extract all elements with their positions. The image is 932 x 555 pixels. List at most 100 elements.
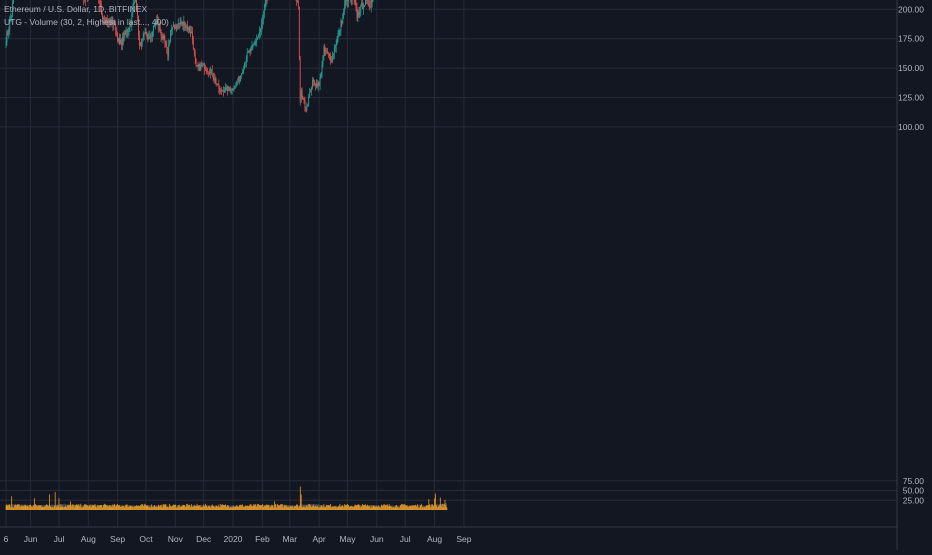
volume-bar (242, 504, 243, 510)
volume-bar (175, 505, 176, 510)
volume-bar (219, 504, 220, 510)
volume-bar (231, 507, 232, 510)
x-tick-label: Mar (282, 534, 297, 544)
candle-body (213, 75, 214, 78)
volume-bar (108, 507, 109, 510)
volume-bar (444, 504, 445, 510)
volume-bar (66, 507, 67, 510)
volume-bar (103, 505, 104, 510)
candle-body (303, 97, 304, 100)
volume-bar (369, 506, 370, 510)
candle-body (201, 65, 202, 70)
candle-body (205, 70, 206, 71)
candle-body (330, 56, 331, 60)
candle-body (125, 33, 126, 34)
candle-body (237, 81, 238, 82)
candle-body (188, 27, 189, 30)
candle-body (208, 72, 209, 73)
volume-bar (190, 507, 191, 510)
volume-bar (130, 505, 131, 510)
volume-bar (220, 504, 221, 510)
volume-bar (348, 505, 349, 510)
volume-bar (290, 506, 291, 510)
candle-body (297, 1, 298, 2)
volume-bar (360, 508, 361, 510)
volume-bar (202, 507, 203, 510)
candle-body (337, 38, 338, 44)
y-tick-label: 50.00 (903, 486, 925, 496)
volume-bar (123, 506, 124, 510)
volume-bar (169, 504, 170, 510)
candle-body (366, 0, 367, 1)
indicator-legend[interactable]: UTG - Volume (30, 2, Highest in last...,… (4, 17, 169, 27)
volume-bar (86, 505, 87, 510)
volume-bar (62, 507, 63, 511)
volume-bar (235, 507, 236, 510)
volume-bar (384, 504, 385, 510)
candle-body (308, 97, 309, 104)
volume-bar (351, 506, 352, 510)
candle-body (167, 48, 168, 56)
volume-bar (254, 505, 255, 510)
candle-body (179, 23, 180, 24)
volume-bar (179, 505, 180, 510)
candle-body (371, 4, 372, 8)
candle-body (164, 36, 165, 39)
volume-bar (340, 504, 341, 510)
candle-body (335, 48, 336, 49)
volume-bar (314, 507, 315, 510)
candle-body (204, 64, 205, 70)
volume-bar (390, 506, 391, 510)
volume-bar (199, 506, 200, 511)
volume-bar (18, 504, 19, 510)
candle-body (169, 41, 170, 45)
volume-bar (385, 505, 386, 510)
candle-body (124, 33, 125, 40)
candle-body (345, 1, 346, 4)
volume-bar (105, 504, 106, 510)
volume-bar (152, 507, 153, 510)
volume-bar (378, 506, 379, 510)
volume-bar (398, 508, 399, 510)
volume-bar (362, 504, 363, 510)
volume-bar (19, 505, 20, 511)
volume-bar (102, 508, 103, 511)
volume-bar (98, 506, 99, 510)
volume-bar (33, 505, 34, 510)
volume-bar (323, 508, 324, 511)
candle-body (301, 90, 302, 103)
volume-bar (310, 506, 311, 511)
volume-bar (23, 506, 24, 510)
volume-bar (109, 505, 110, 510)
candle-body (183, 22, 184, 25)
candle-body (180, 23, 181, 24)
volume-bar (226, 507, 227, 510)
volume-bar (14, 505, 15, 510)
volume-bar (327, 505, 328, 510)
volume-bar (100, 505, 101, 510)
volume-bar (361, 506, 362, 510)
volume-bar (48, 506, 49, 510)
candle-body (361, 3, 362, 5)
volume-bar (286, 505, 287, 510)
y-tick-label: 200.00 (898, 4, 924, 14)
volume-bar (238, 507, 239, 510)
candle-body (148, 37, 149, 39)
symbol-legend[interactable]: Ethereum / U.S. Dollar, 1D, BITFINEX (4, 4, 147, 14)
candle-body (362, 3, 363, 9)
candle-body (220, 90, 221, 91)
volume-bar (148, 505, 149, 510)
volume-bar (201, 507, 202, 510)
volume-bar (287, 507, 288, 510)
volume-bar (89, 506, 90, 510)
candle-body (176, 26, 177, 29)
candle-body (126, 32, 127, 35)
candle-body (7, 32, 8, 43)
candle-body (248, 52, 249, 53)
volume-bar (389, 504, 390, 510)
volume-bar (8, 506, 9, 510)
volume-bar (79, 507, 80, 511)
volume-bar (59, 498, 60, 510)
